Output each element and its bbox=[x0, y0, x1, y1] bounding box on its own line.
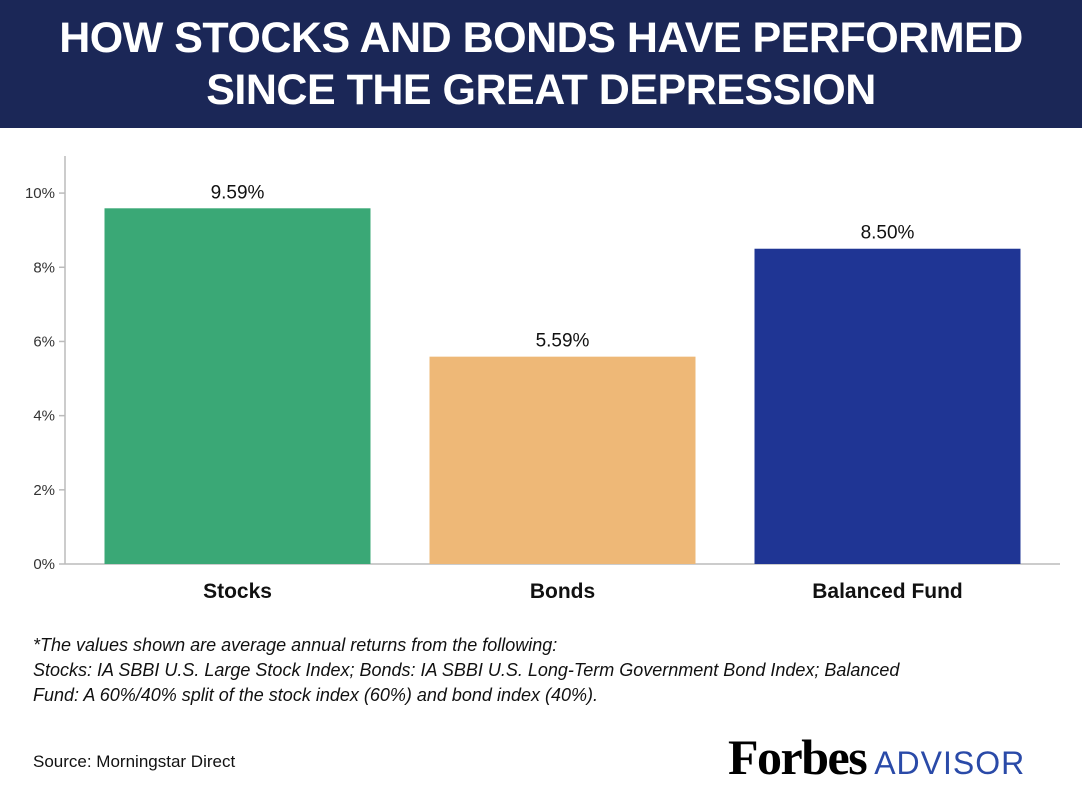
bar-bonds bbox=[429, 356, 696, 564]
source-note: Source: Morningstar Direct bbox=[33, 752, 236, 771]
bar-balanced-fund bbox=[754, 248, 1021, 564]
y-tick-label: 4% bbox=[33, 408, 55, 425]
chart-title-line-2: SINCE THE GREAT DEPRESSION bbox=[206, 66, 876, 114]
logo-suffix: ADVISOR bbox=[874, 745, 1026, 781]
x-category-label: Balanced Fund bbox=[812, 580, 963, 603]
y-tick-label: 6% bbox=[33, 333, 55, 350]
footnote-line-2: Stocks: IA SBBI U.S. Large Stock Index; … bbox=[33, 660, 900, 680]
bar-value-label: 8.50% bbox=[861, 223, 915, 244]
title-banner: HOW STOCKS AND BONDS HAVE PERFORMED SINC… bbox=[0, 0, 1082, 128]
y-tick-label: 8% bbox=[33, 259, 55, 276]
footnote: *The values shown are average annual ret… bbox=[33, 633, 1053, 708]
y-tick-label: 2% bbox=[33, 482, 55, 499]
x-category-label: Stocks bbox=[203, 580, 272, 603]
chart-title-line-1: HOW STOCKS AND BONDS HAVE PERFORMED bbox=[59, 14, 1023, 62]
forbes-advisor-logo: Forbes ADVISOR bbox=[728, 728, 1025, 786]
y-tick-label: 10% bbox=[25, 185, 55, 202]
bar-stocks bbox=[104, 208, 371, 564]
bar-value-label: 9.59% bbox=[211, 182, 265, 203]
footnote-line-1: *The values shown are average annual ret… bbox=[33, 635, 558, 655]
y-tick-label: 0% bbox=[33, 556, 55, 573]
logo-brand: Forbes bbox=[728, 729, 868, 785]
footnote-line-3: Fund: A 60%/40% split of the stock index… bbox=[33, 685, 598, 705]
bar-value-label: 5.59% bbox=[536, 331, 590, 352]
bar-chart: 0% 2% 4% 6% 8% 10% 9.59% Stocks 5.59% Bonds 8.50% B… bbox=[25, 156, 1060, 603]
x-category-label: Bonds bbox=[530, 580, 595, 603]
